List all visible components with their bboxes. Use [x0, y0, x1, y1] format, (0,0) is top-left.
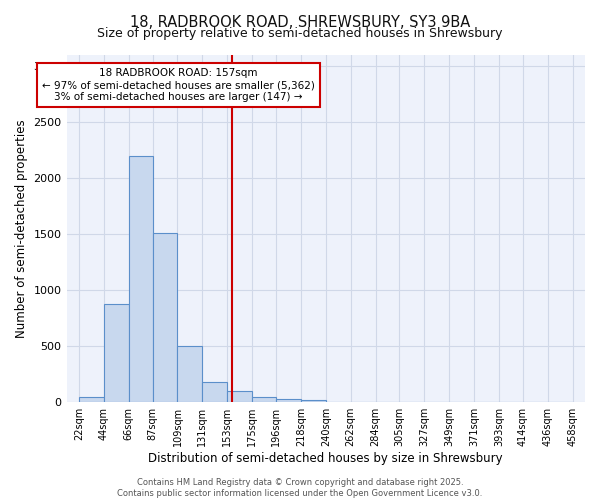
- X-axis label: Distribution of semi-detached houses by size in Shrewsbury: Distribution of semi-detached houses by …: [148, 452, 503, 465]
- Text: Contains HM Land Registry data © Crown copyright and database right 2025.
Contai: Contains HM Land Registry data © Crown c…: [118, 478, 482, 498]
- Text: 18 RADBROOK ROAD: 157sqm
← 97% of semi-detached houses are smaller (5,362)
3% of: 18 RADBROOK ROAD: 157sqm ← 97% of semi-d…: [42, 68, 315, 102]
- Bar: [252, 396, 276, 402]
- Text: 18, RADBROOK ROAD, SHREWSBURY, SY3 9BA: 18, RADBROOK ROAD, SHREWSBURY, SY3 9BA: [130, 15, 470, 30]
- Text: Size of property relative to semi-detached houses in Shrewsbury: Size of property relative to semi-detach…: [97, 28, 503, 40]
- Bar: [152, 233, 178, 402]
- Bar: [276, 399, 301, 402]
- Bar: [79, 396, 104, 402]
- Bar: [301, 400, 326, 402]
- Bar: [129, 156, 152, 402]
- Y-axis label: Number of semi-detached properties: Number of semi-detached properties: [15, 120, 28, 338]
- Bar: [178, 346, 202, 402]
- Bar: [202, 382, 227, 402]
- Bar: [104, 304, 129, 402]
- Bar: [227, 391, 252, 402]
